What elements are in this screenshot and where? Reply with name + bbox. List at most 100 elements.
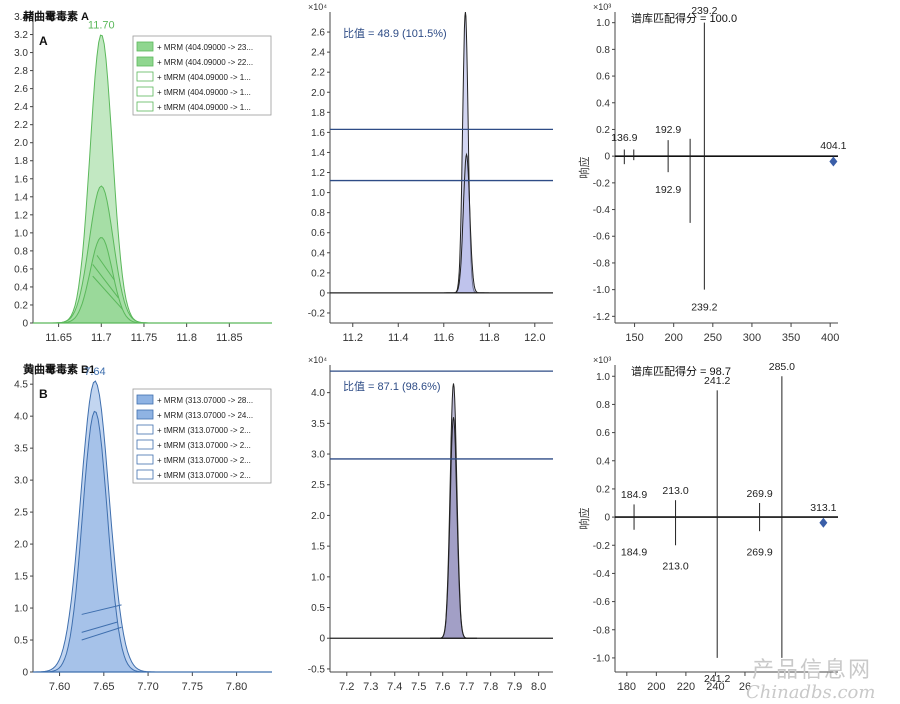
x-tick-label: 7.2 [339, 681, 354, 693]
x-tick-label: 300 [743, 332, 761, 344]
x-tick-label: 11.4 [388, 332, 409, 344]
y-tick-label: 0 [22, 319, 28, 330]
x-tick-label: 7.5 [411, 681, 426, 693]
y-tick-label: 0.2 [596, 484, 610, 495]
y-tick-label: 0.2 [596, 125, 610, 136]
y-tick-label: 0.8 [596, 400, 610, 411]
y-tick-label: 1.4 [311, 148, 325, 159]
chart-title: 黄曲霉毒素 B1 [23, 362, 95, 376]
legend-entry: + MRM (404.09000 -> 22... [157, 58, 253, 67]
legend-swatch [136, 71, 154, 82]
x-tick-label: 7.60 [49, 681, 70, 693]
y-tick-label: 0.4 [14, 282, 28, 293]
y-tick-label: -0.6 [593, 597, 611, 608]
x-tick-label: 8.0 [531, 681, 546, 693]
peak-trace [444, 152, 489, 294]
peak-trace [430, 417, 477, 639]
watermark-cn: 产品信息网 [752, 658, 873, 683]
y-tick-label: -1.0 [593, 653, 611, 664]
x-tick-label: 11.6 [433, 332, 454, 344]
y-tick-label: -0.4 [593, 569, 611, 580]
y-tick-label: 3.5 [14, 444, 28, 455]
peak-mz-label: 241.2 [704, 375, 730, 387]
y-tick-label: -0.8 [593, 625, 611, 636]
chart-A2: -0.2 0 0.2 0.4 0.6 0.8 1.0 1.2 1.4 1.6 1.8 2.0 2.2 2.… [308, 2, 553, 344]
y-tick-label: 2.5 [311, 480, 325, 491]
y-tick-label: 0 [22, 668, 28, 679]
y-tick-label: 0 [319, 288, 325, 299]
legend-swatch [136, 439, 154, 450]
legend-entry: + tMRM (313.07000 -> 2... [157, 456, 251, 465]
y-tick-label: 1.2 [311, 168, 325, 179]
sub-trace [81, 604, 122, 615]
legend-swatch [136, 86, 154, 97]
peak-mz-label: 192.9 [655, 184, 681, 196]
ratio-label: 比值 = 48.9 (101.5%) [343, 27, 447, 40]
x-tick-label: 180 [618, 681, 636, 693]
x-tick-label: 7.70 [137, 681, 158, 693]
y-tick-label: 1.5 [14, 572, 28, 583]
legend-swatch [136, 424, 154, 435]
y-axis-label: 响应 [577, 508, 591, 530]
y-tick-label: 1.6 [14, 174, 28, 185]
peak-mz-label: 241.2 [704, 673, 730, 685]
legend-swatch [136, 394, 154, 405]
legend-swatch [136, 101, 154, 112]
chart-title: 谱库匹配得分 = 98.7 [631, 364, 731, 378]
y-tick-label: -0.5 [308, 664, 326, 675]
y-tick-label: 1.0 [311, 572, 325, 583]
legend-swatch [136, 469, 154, 480]
sub-trace [96, 255, 115, 281]
x-tick-label: 7.7 [459, 681, 474, 693]
precursor-diamond-icon [819, 517, 828, 528]
y-tick-label: 4.0 [14, 412, 28, 423]
legend-entry: + tMRM (313.07000 -> 2... [157, 441, 251, 450]
x-tick-label: 7.8 [483, 681, 498, 693]
y-tick-label: 3.0 [14, 48, 28, 59]
y-tick-label: 1.2 [14, 210, 28, 221]
y-tick-label: 0.6 [596, 72, 610, 83]
y-tick-label: 2.0 [311, 511, 325, 522]
sub-trace [92, 264, 119, 299]
legend-entry: + tMRM (313.07000 -> 2... [157, 426, 251, 435]
y-tick-label: 2.6 [311, 28, 325, 39]
y-tick-label: 0.4 [596, 98, 610, 109]
legend-entry: + MRM (404.09000 -> 23... [157, 43, 253, 52]
x-tick-label: 240 [706, 681, 724, 693]
legend-swatch [136, 41, 154, 52]
chart-B2: -0.5 0 0.5 1.0 1.5 2.0 2.5 3.0 3.5 4.0 7.2 7.3 7.4 7.… [308, 355, 553, 693]
y-tick-label: 1.6 [311, 128, 325, 139]
y-tick-label: 2.0 [311, 88, 325, 99]
y-tick-label: 1.8 [14, 156, 28, 167]
y-tick-label: 3.0 [14, 476, 28, 487]
watermark-en: Chinadbs.com [746, 682, 876, 703]
peak-mz-label: 239.2 [691, 301, 717, 313]
chart-B1: 0 0.5 1.0 1.5 2.0 2.5 3.0 3.5 4.0 4.5 7.60 7.65 7.70… [14, 362, 272, 693]
sub-trace [81, 621, 118, 633]
y-exponent-label: ×10³ [593, 2, 611, 12]
legend-swatch [136, 56, 154, 67]
precursor-diamond-icon [829, 156, 838, 167]
y-tick-label: 0.2 [311, 268, 325, 279]
y-tick-label: 0.4 [596, 456, 610, 467]
y-axis-label: 响应 [577, 157, 591, 179]
chart-A3: -1.2 -1.0 -0.8 -0.6 -0.4 -0.2 0 0.2 0.4 0.6 0.8 1.0… [577, 2, 847, 344]
y-tick-label: 0 [319, 634, 325, 645]
legend-entry: + tMRM (404.09000 -> 1... [157, 73, 251, 82]
y-tick-label: -0.4 [593, 205, 611, 216]
y-tick-label: 2.0 [14, 138, 28, 149]
y-tick-label: 0.8 [14, 246, 28, 257]
y-tick-label: -1.0 [593, 285, 611, 296]
y-tick-label: 1.0 [311, 188, 325, 199]
x-tick-label: 11.7 [91, 332, 112, 344]
peak-mz-label: 313.1 [810, 502, 836, 514]
y-tick-label: -0.2 [593, 541, 611, 552]
y-tick-label: 0.6 [14, 264, 28, 275]
peak-rt-label: 11.70 [88, 20, 115, 32]
sub-trace [92, 275, 123, 310]
x-tick-label: 11.75 [131, 332, 158, 344]
y-tick-label: 0 [604, 152, 610, 163]
y-tick-label: 2.0 [14, 540, 28, 551]
legend-swatch [136, 454, 154, 465]
